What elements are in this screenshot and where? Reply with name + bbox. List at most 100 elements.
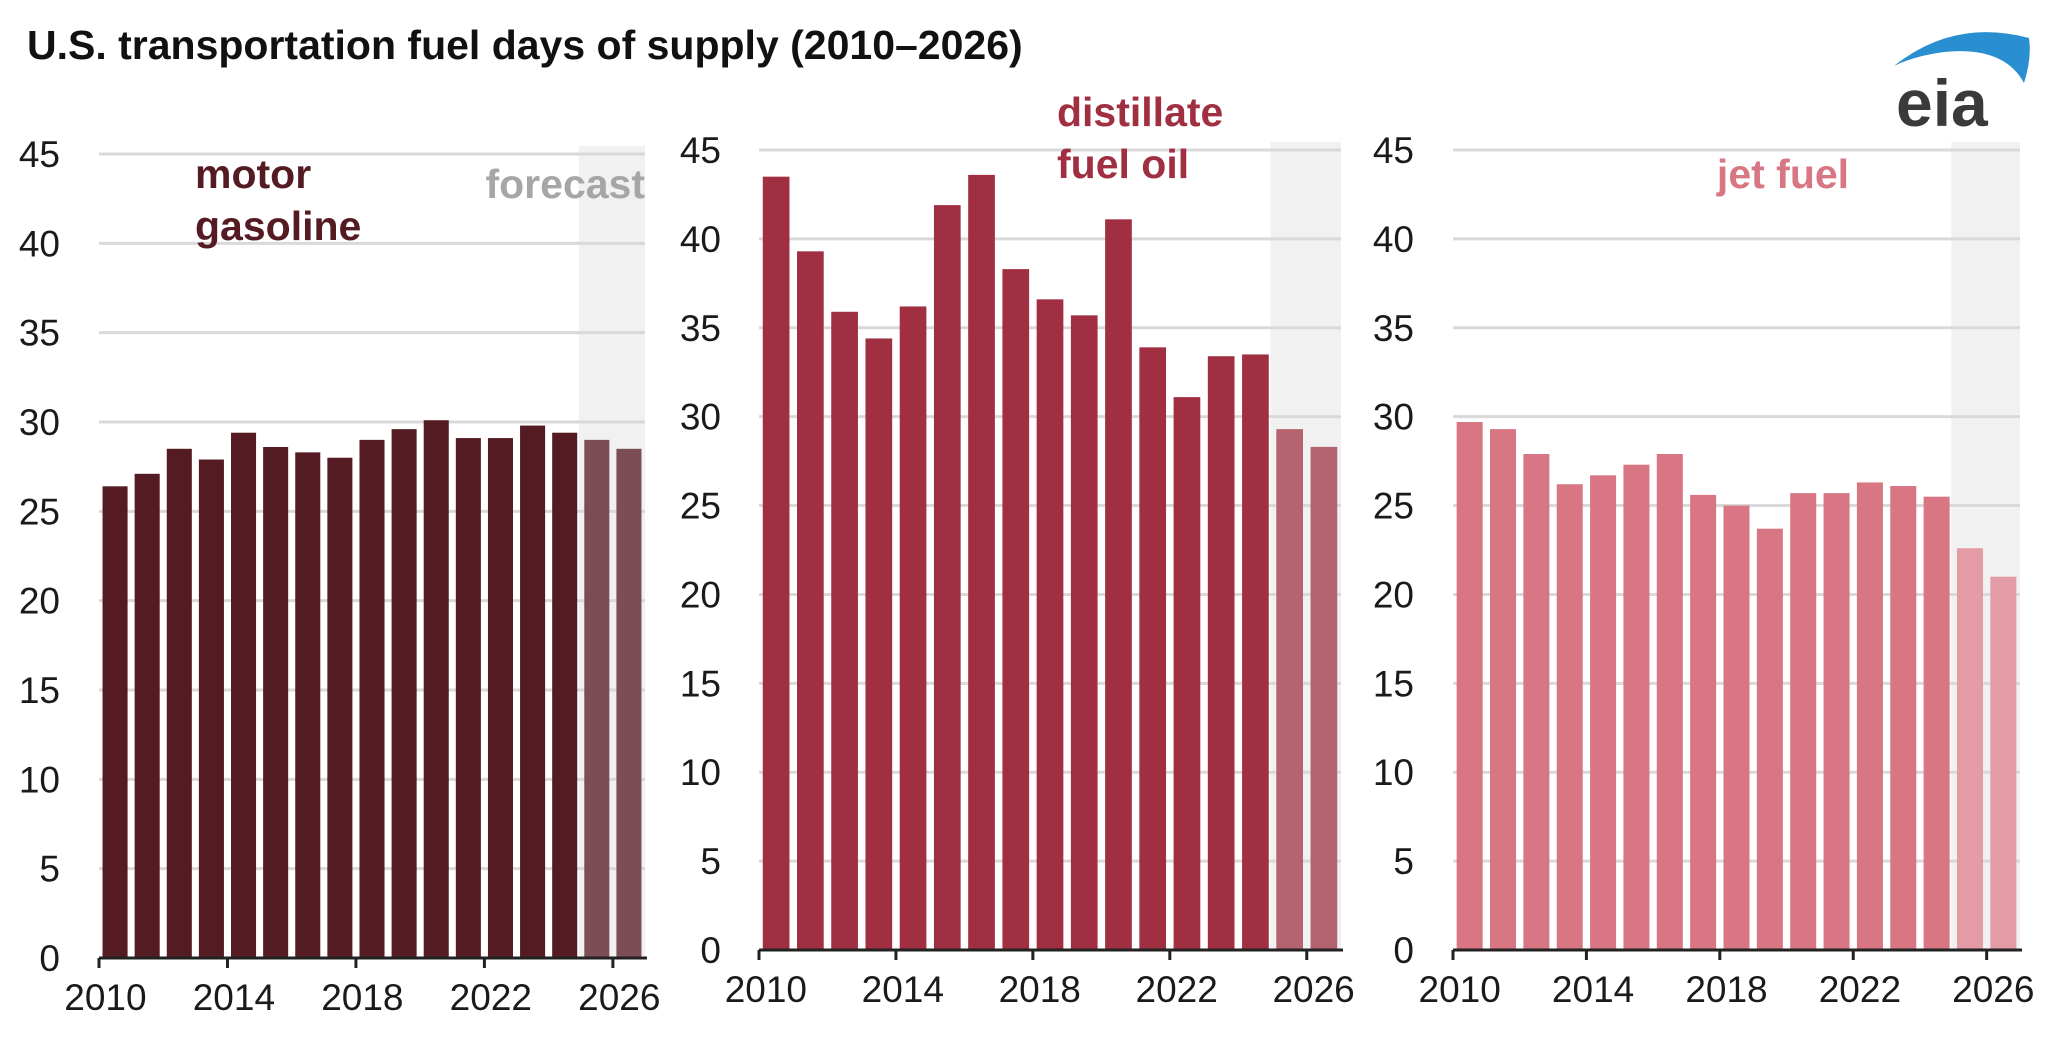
logo-text: eia bbox=[1896, 66, 1989, 138]
y-tick-label: 45 bbox=[19, 134, 60, 175]
bar-jet-fuel-2021 bbox=[1823, 493, 1850, 950]
y-tick-label: 10 bbox=[19, 759, 60, 800]
bar-distillate-fuel-oil-2014 bbox=[899, 306, 927, 950]
bar-motor-gasoline-2024 bbox=[552, 432, 578, 959]
x-tick-label: 2026 bbox=[578, 977, 660, 1018]
x-tick-label: 2014 bbox=[1552, 969, 1634, 1010]
y-tick-label: 30 bbox=[19, 402, 60, 443]
y-tick-label: 20 bbox=[680, 574, 721, 615]
bar-motor-gasoline-2026 bbox=[616, 448, 642, 958]
page-title: U.S. transportation fuel days of supply … bbox=[27, 22, 1023, 68]
bar-motor-gasoline-2014 bbox=[231, 432, 257, 959]
bar-jet-fuel-2014 bbox=[1590, 475, 1617, 950]
y-tick-label: 30 bbox=[680, 397, 721, 438]
bar-jet-fuel-2015 bbox=[1623, 464, 1650, 950]
bar-motor-gasoline-2013 bbox=[198, 459, 224, 958]
y-tick-label: 35 bbox=[19, 313, 60, 354]
bar-jet-fuel-2012 bbox=[1523, 454, 1550, 950]
bar-jet-fuel-2017 bbox=[1690, 494, 1717, 950]
y-tick-label: 0 bbox=[700, 930, 721, 971]
x-tick-label: 2022 bbox=[450, 977, 532, 1018]
y-tick-label: 0 bbox=[1393, 930, 1414, 971]
bar-distillate-fuel-oil-2010 bbox=[762, 176, 790, 950]
bar-motor-gasoline-2018 bbox=[359, 439, 385, 958]
series-label-motor-gasoline: gasoline bbox=[195, 203, 361, 249]
y-tick-label: 5 bbox=[39, 849, 60, 890]
series-label-motor-gasoline: motor bbox=[195, 151, 311, 197]
x-tick-label: 2022 bbox=[1819, 969, 1901, 1010]
y-tick-label: 5 bbox=[700, 841, 721, 882]
bar-jet-fuel-2019 bbox=[1756, 528, 1783, 950]
panel-jet-fuel: 0 5 10 15 20 25 30 35 40 45 2010 2014 2018 2022 2026 je… bbox=[1373, 130, 2035, 1010]
bar-distillate-fuel-oil-2016 bbox=[968, 174, 995, 950]
bar-motor-gasoline-2020 bbox=[423, 420, 449, 958]
bar-motor-gasoline-2023 bbox=[520, 425, 546, 958]
bar-distillate-fuel-oil-2019 bbox=[1070, 315, 1098, 950]
y-tick-label: 20 bbox=[19, 581, 60, 622]
bar-jet-fuel-2026 bbox=[1990, 576, 2017, 950]
bar-distillate-fuel-oil-2023 bbox=[1207, 356, 1235, 950]
bar-distillate-fuel-oil-2018 bbox=[1036, 299, 1064, 950]
bar-distillate-fuel-oil-2024 bbox=[1242, 354, 1269, 950]
bar-jet-fuel-2020 bbox=[1790, 493, 1817, 950]
x-tick-label: 2014 bbox=[193, 977, 275, 1018]
bar-motor-gasoline-2015 bbox=[263, 447, 289, 958]
bar-distillate-fuel-oil-2012 bbox=[831, 311, 858, 950]
panel-distillate-fuel-oil: 0 5 10 15 20 25 30 35 40 45 2010 2014 2018 2022 2026 di… bbox=[680, 89, 1355, 1010]
y-tick-label: 45 bbox=[680, 130, 721, 171]
y-tick-label: 10 bbox=[1373, 752, 1414, 793]
bar-motor-gasoline-2012 bbox=[166, 448, 192, 958]
bar-jet-fuel-2013 bbox=[1556, 484, 1583, 950]
y-tick-label: 15 bbox=[680, 663, 721, 704]
bar-jet-fuel-2011 bbox=[1490, 429, 1517, 951]
y-tick-label: 20 bbox=[1373, 574, 1414, 615]
bar-motor-gasoline-2019 bbox=[391, 429, 417, 958]
y-tick-label: 25 bbox=[1373, 486, 1414, 527]
x-tick-label: 2018 bbox=[1685, 969, 1767, 1010]
bar-jet-fuel-2016 bbox=[1656, 454, 1683, 950]
bar-motor-gasoline-2025 bbox=[584, 439, 610, 958]
bar-jet-fuel-2024 bbox=[1923, 496, 1950, 950]
bar-distillate-fuel-oil-2022 bbox=[1173, 397, 1201, 951]
bar-distillate-fuel-oil-2017 bbox=[1002, 269, 1030, 951]
x-tick-label: 2018 bbox=[321, 977, 403, 1018]
eia-logo: eia bbox=[1894, 32, 2030, 138]
bar-motor-gasoline-2021 bbox=[455, 438, 481, 959]
y-tick-label: 40 bbox=[1373, 219, 1414, 260]
bar-distillate-fuel-oil-2020 bbox=[1105, 219, 1132, 951]
bar-motor-gasoline-2022 bbox=[487, 438, 513, 959]
y-tick-label: 25 bbox=[19, 491, 60, 532]
logo-swoosh bbox=[1894, 32, 2030, 83]
series-label-distillate-fuel-oil: fuel oil bbox=[1057, 141, 1189, 187]
bar-distillate-fuel-oil-2015 bbox=[933, 205, 961, 951]
y-tick-label: 35 bbox=[1373, 308, 1414, 349]
y-tick-label: 15 bbox=[1373, 663, 1414, 704]
y-tick-label: 0 bbox=[39, 938, 60, 979]
bar-motor-gasoline-2010 bbox=[102, 486, 128, 958]
series-label-distillate-fuel-oil: distillate bbox=[1057, 89, 1223, 135]
bar-jet-fuel-2018 bbox=[1723, 505, 1750, 950]
y-tick-label: 40 bbox=[680, 219, 721, 260]
y-tick-label: 25 bbox=[680, 486, 721, 527]
x-tick-label: 2018 bbox=[999, 969, 1081, 1010]
series-label-jet-fuel: jet fuel bbox=[1716, 151, 1849, 197]
bar-jet-fuel-2023 bbox=[1890, 486, 1917, 950]
y-tick-label: 40 bbox=[19, 223, 60, 264]
x-tick-label: 2010 bbox=[64, 977, 146, 1018]
bar-distillate-fuel-oil-2013 bbox=[865, 338, 893, 950]
bar-jet-fuel-2022 bbox=[1856, 482, 1883, 950]
panel-motor-gasoline: 0 5 10 15 20 25 30 35 40 45 2010 2014 2018 2022 2026 mo… bbox=[19, 134, 661, 1018]
bar-jet-fuel-2010 bbox=[1456, 422, 1483, 950]
bar-motor-gasoline-2017 bbox=[327, 457, 353, 958]
forecast-label: forecast bbox=[485, 161, 645, 207]
bar-motor-gasoline-2011 bbox=[134, 473, 160, 958]
x-tick-label: 2014 bbox=[862, 969, 944, 1010]
x-tick-label: 2010 bbox=[725, 969, 807, 1010]
bar-distillate-fuel-oil-2011 bbox=[797, 251, 824, 951]
y-tick-label: 15 bbox=[19, 670, 60, 711]
bar-distillate-fuel-oil-2021 bbox=[1139, 347, 1167, 950]
x-tick-label: 2026 bbox=[1272, 969, 1354, 1010]
y-tick-label: 35 bbox=[680, 308, 721, 349]
x-tick-label: 2010 bbox=[1419, 969, 1501, 1010]
